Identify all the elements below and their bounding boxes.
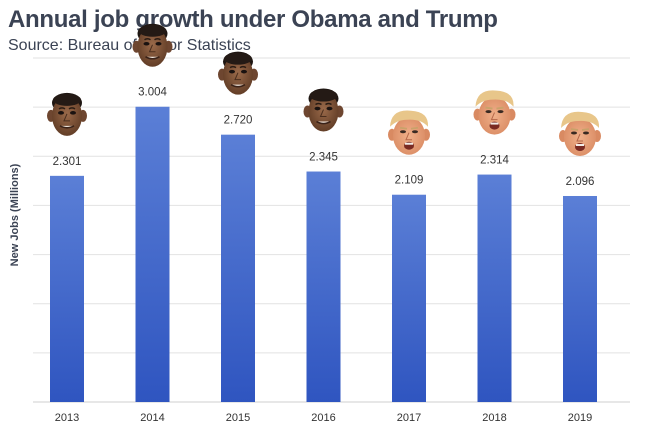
obama-face-icon xyxy=(303,88,344,132)
data-label-2018: 2.314 xyxy=(480,155,509,167)
x-tick-label: 2018 xyxy=(482,412,506,424)
chart-title: Annual job growth under Obama and Trump xyxy=(8,6,498,33)
obama-face-icon xyxy=(218,51,258,95)
data-label-2015: 2.720 xyxy=(224,115,253,127)
bar-2017 xyxy=(392,194,426,402)
chart-subtitle: Source: Bureau of Labor Statistics xyxy=(8,37,251,54)
trump-face-icon xyxy=(473,90,516,135)
data-label-2016: 2.345 xyxy=(309,152,338,164)
bar-2016 xyxy=(306,171,341,402)
data-label-2014: 3.004 xyxy=(138,87,167,99)
x-tick-label: 2019 xyxy=(568,412,592,424)
obama-face-icon xyxy=(132,23,173,67)
data-label-2017: 2.109 xyxy=(395,175,424,187)
y-axis-label: New Jobs (Millions) xyxy=(9,163,21,266)
bar-2018 xyxy=(477,174,512,402)
obama-face-icon xyxy=(47,92,87,136)
x-tick-label: 2016 xyxy=(311,412,335,424)
x-tick-label: 2017 xyxy=(397,412,421,424)
x-tick-label: 2015 xyxy=(226,412,250,424)
trump-face-icon xyxy=(388,110,430,155)
x-tick-label: 2014 xyxy=(140,412,164,424)
bar-2014 xyxy=(135,106,170,402)
bar-2019 xyxy=(563,195,597,402)
bar-2013 xyxy=(50,175,84,402)
data-label-2013: 2.301 xyxy=(53,156,82,168)
bar-2015 xyxy=(221,134,255,403)
data-label-2019: 2.096 xyxy=(566,176,595,188)
trump-face-icon xyxy=(559,111,601,156)
x-tick-label: 2013 xyxy=(55,412,79,424)
